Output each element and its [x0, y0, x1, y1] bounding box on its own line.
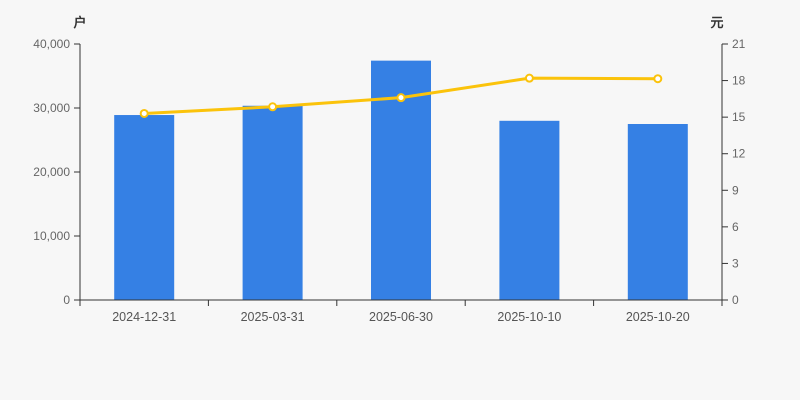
- right-tick-label: 9: [732, 183, 739, 197]
- right-tick-label: 0: [732, 293, 739, 307]
- right-tick-label: 15: [732, 110, 746, 124]
- line-marker-2025-10-20: [653, 74, 663, 84]
- left-tick-label: 0: [63, 293, 70, 307]
- line-marker-2025-03-31: [268, 102, 278, 112]
- right-tick-label: 21: [732, 37, 746, 51]
- right-axis-title: 元: [710, 15, 724, 30]
- x-category-label: 2024-12-31: [112, 310, 176, 324]
- left-tick-label: 20,000: [33, 165, 70, 179]
- line-marker-2025-10-10: [524, 73, 534, 83]
- bar-2025-10-20: [627, 124, 688, 300]
- x-category-label: 2025-06-30: [369, 310, 433, 324]
- right-tick-label: 18: [732, 74, 746, 88]
- x-category-label: 2025-03-31: [241, 310, 305, 324]
- x-category-label: 2025-10-20: [626, 310, 690, 324]
- line-marker-2024-12-31: [139, 108, 149, 118]
- left-axis-title: 户: [73, 15, 87, 30]
- x-category-label: 2025-10-10: [497, 310, 561, 324]
- left-tick-label: 10,000: [33, 229, 70, 243]
- right-tick-label: 6: [732, 220, 739, 234]
- line-marker-2025-06-30: [396, 93, 406, 103]
- bar-2025-03-31: [242, 105, 303, 300]
- bar-2024-12-31: [114, 115, 175, 300]
- left-tick-label: 30,000: [33, 101, 70, 115]
- bar-2025-10-10: [499, 120, 560, 300]
- right-tick-label: 12: [732, 147, 746, 161]
- right-tick-label: 3: [732, 256, 739, 270]
- left-tick-label: 40,000: [33, 37, 70, 51]
